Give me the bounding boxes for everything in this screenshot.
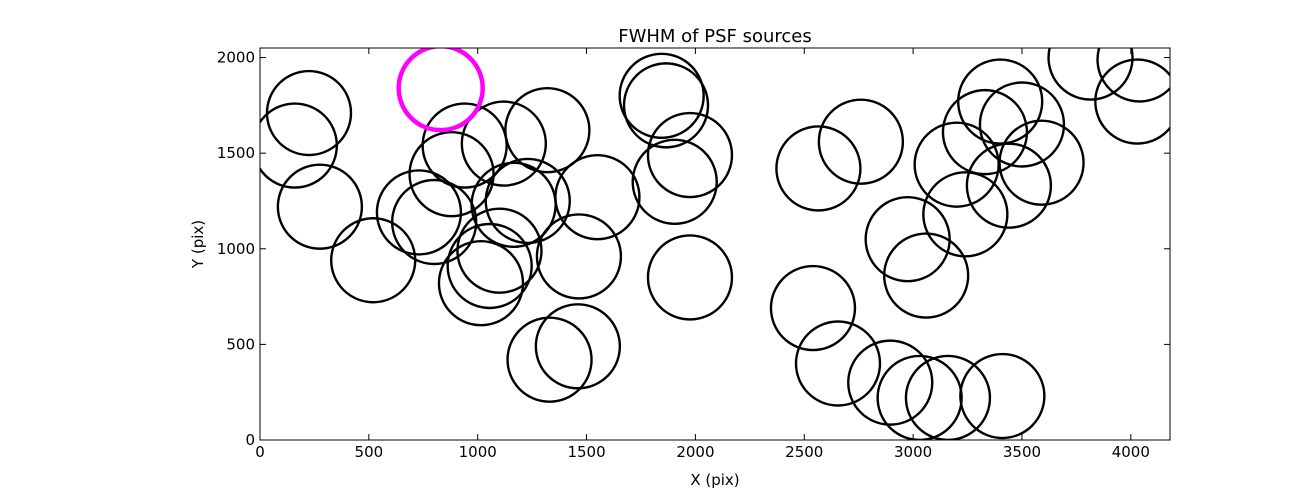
source-marker xyxy=(622,62,710,149)
source-marker xyxy=(534,303,622,390)
y-axis-label: Y (pix) xyxy=(189,220,207,269)
x-tick-label: 1500 xyxy=(567,443,605,461)
source-marker xyxy=(456,207,543,294)
source-marker xyxy=(847,339,934,426)
y-tick-label: 1500 xyxy=(217,144,255,162)
chart-title: FWHM of PSF sources xyxy=(618,26,812,47)
source-marker xyxy=(554,153,641,241)
y-tick-label: 2000 xyxy=(217,49,255,67)
source-marker xyxy=(375,169,463,256)
source-marker xyxy=(922,171,1009,258)
source-marker xyxy=(484,157,571,245)
source-marker xyxy=(421,102,508,189)
x-tick-label: 2000 xyxy=(676,443,714,461)
source-marker xyxy=(817,98,905,185)
source-marker xyxy=(1047,48,1134,101)
y-tick-label: 0 xyxy=(245,431,255,449)
source-marker xyxy=(446,222,533,310)
source-marker xyxy=(460,100,548,187)
source-marker xyxy=(965,142,1053,229)
source-marker xyxy=(794,320,882,407)
source-marker xyxy=(646,111,734,199)
source-marker xyxy=(978,81,1066,168)
source-marker xyxy=(959,352,1046,440)
x-tick-label: 2500 xyxy=(785,443,823,461)
source-marker xyxy=(506,316,593,403)
y-tick-label: 1000 xyxy=(217,240,255,258)
x-tick-label: 0 xyxy=(255,443,265,461)
source-marker xyxy=(1094,58,1170,145)
x-tick-label: 500 xyxy=(355,443,384,461)
source-marker xyxy=(631,138,718,226)
source-marker xyxy=(646,234,734,321)
x-axis-label: X (pix) xyxy=(690,471,739,489)
source-marker xyxy=(775,125,862,212)
source-marker xyxy=(504,87,591,174)
x-tick-label: 1000 xyxy=(459,443,497,461)
x-tick-label: 4000 xyxy=(1112,443,1150,461)
highlighted-source-marker xyxy=(396,48,485,133)
source-marker xyxy=(408,131,495,218)
source-marker xyxy=(618,52,705,140)
scatter-marks xyxy=(260,48,1170,440)
source-marker xyxy=(265,69,353,157)
source-marker xyxy=(1096,48,1170,103)
x-tick-label: 3500 xyxy=(1003,443,1041,461)
source-marker xyxy=(535,213,623,300)
source-marker xyxy=(941,88,1029,176)
source-marker xyxy=(864,196,951,283)
axis-ticks: 0 500 1000 1500 2000 2500 3000 3500 4000 0 500 1000… xyxy=(217,48,1170,461)
source-marker xyxy=(998,119,1085,206)
source-marker xyxy=(882,232,970,319)
source-marker xyxy=(769,264,857,352)
plot-frame xyxy=(259,47,1171,441)
y-tick-label: 500 xyxy=(226,335,255,353)
source-marker xyxy=(276,163,364,250)
source-marker xyxy=(437,240,525,327)
x-tick-label: 3000 xyxy=(894,443,932,461)
